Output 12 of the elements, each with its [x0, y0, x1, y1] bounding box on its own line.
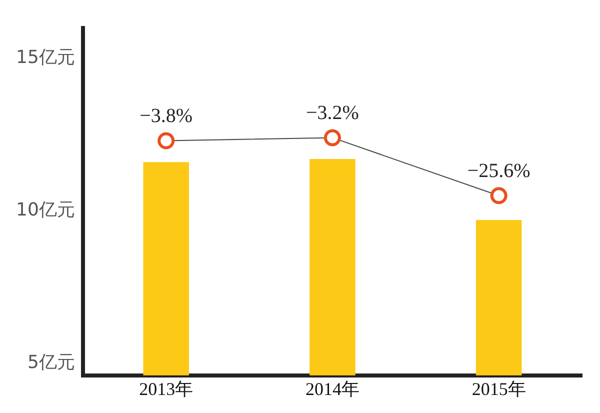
y-tick-label: 10亿元 — [16, 200, 75, 221]
x-tick-label: 2013年 — [139, 378, 194, 399]
x-tick-label: 2014年 — [305, 378, 360, 399]
y-tick-label: 5亿元 — [27, 352, 75, 373]
x-tick-label: 2015年 — [472, 378, 526, 399]
point — [490, 187, 508, 204]
y-tick-label: 15亿元 — [16, 47, 75, 68]
point — [158, 132, 175, 150]
point — [324, 129, 341, 146]
annotation: −25.6% — [467, 160, 530, 182]
annotation: −3.8% — [140, 105, 193, 128]
annotation: −3.2% — [306, 102, 359, 124]
